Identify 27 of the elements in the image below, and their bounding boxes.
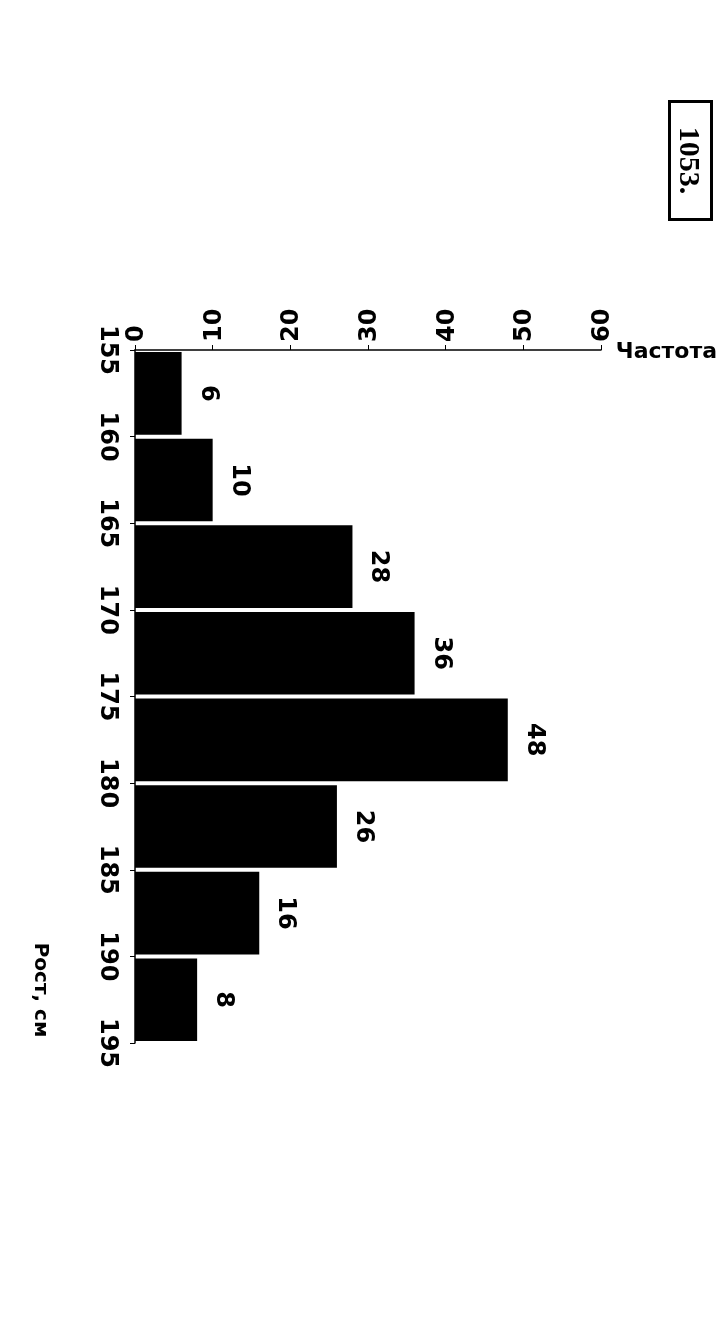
y-axis-title: Рост, см bbox=[30, 942, 54, 1038]
y-tick-label: 155 bbox=[95, 324, 123, 376]
y-tick-label: 190 bbox=[95, 931, 123, 982]
y-tick-label: 185 bbox=[95, 844, 123, 895]
y-tick-label: 195 bbox=[95, 1017, 123, 1069]
data-label: 36 bbox=[428, 636, 457, 670]
y-tick-label: 160 bbox=[95, 411, 123, 462]
y-tick-label: 165 bbox=[95, 498, 123, 549]
data-label: 10 bbox=[226, 463, 255, 497]
data-label: 16 bbox=[273, 896, 302, 930]
y-tick-label: 170 bbox=[95, 584, 123, 635]
x-tick-label: 50 bbox=[509, 308, 538, 342]
data-label: 48 bbox=[521, 723, 550, 757]
data-label: 28 bbox=[366, 549, 395, 584]
x-axis-title: Частота bbox=[615, 337, 718, 363]
x-tick-label: 0 bbox=[121, 325, 149, 342]
y-tick-label: 180 bbox=[95, 758, 123, 809]
x-tick-label: 10 bbox=[198, 308, 227, 342]
x-tick-label: 60 bbox=[586, 308, 615, 342]
x-tick-label: 20 bbox=[276, 308, 305, 342]
text: 1053. bbox=[674, 126, 707, 195]
data-label: 8 bbox=[211, 991, 240, 1009]
x-tick-label: 30 bbox=[353, 308, 382, 342]
x-tick-label: 40 bbox=[431, 308, 460, 342]
y-tick-label: 175 bbox=[95, 671, 123, 722]
data-label: 26 bbox=[350, 809, 379, 844]
data-label: 6 bbox=[195, 384, 224, 402]
